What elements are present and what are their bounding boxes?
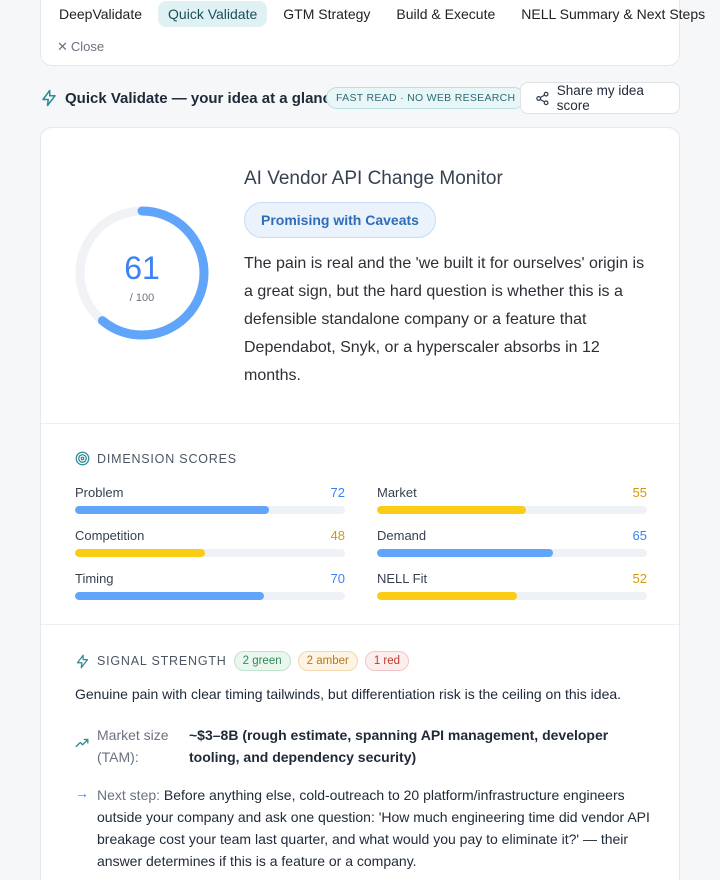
- dimension-name: NELL Fit: [377, 571, 428, 586]
- green-count-badge: 2 green: [233, 651, 291, 671]
- verdict-badge: Promising with Caveats: [244, 202, 436, 238]
- score-ring: [75, 206, 209, 340]
- lightning-icon: [42, 89, 56, 107]
- dimension-problem: Problem 72: [75, 485, 345, 519]
- tab-build-execute[interactable]: Build & Execute: [396, 6, 496, 22]
- dimension-bar-fill: [377, 592, 518, 600]
- next-step-label: Next step:: [97, 787, 161, 803]
- red-count-badge: 1 red: [364, 651, 410, 671]
- dimension-score: 52: [632, 571, 647, 586]
- dimension-name: Timing: [75, 571, 114, 586]
- target-icon: [75, 451, 90, 466]
- dimension-scores-label: DIMENSION SCORES: [97, 451, 237, 466]
- tab-nell-summary[interactable]: NELL Summary & Next Steps: [521, 6, 706, 22]
- next-step-text: Next step: Before anything else, cold-ou…: [97, 784, 653, 872]
- dimension-bar-fill: [75, 506, 270, 514]
- idea-summary: The pain is real and the 'we built it fo…: [244, 255, 645, 384]
- dimension-bar-fill: [75, 592, 264, 600]
- close-button[interactable]: ✕ Close: [57, 39, 104, 55]
- dimension-score: 72: [330, 485, 345, 500]
- dimension-scores-heading: DIMENSION SCORES: [75, 451, 237, 466]
- arrow-right-icon: →: [75, 785, 89, 801]
- dimension-nell-fit: NELL Fit 52: [377, 571, 647, 605]
- tam-value: ~$3–8B (rough estimate, spanning API man…: [189, 727, 609, 765]
- lightning-icon: [76, 654, 89, 668]
- amber-count-badge: 2 amber: [297, 651, 358, 671]
- tab-quick-validate[interactable]: Quick Validate: [158, 1, 268, 27]
- share-score-button[interactable]: Share my idea score: [520, 82, 680, 114]
- dimension-bar-fill: [377, 506, 526, 514]
- dimension-bar-track: [377, 506, 647, 514]
- dimension-bar-track: [75, 506, 345, 514]
- idea-title: AI Vendor API Change Monitor: [244, 168, 503, 189]
- score-ring-progress: [75, 206, 209, 340]
- divider: [41, 624, 679, 625]
- fast-read-badge: FAST READ · NO WEB RESEARCH: [326, 87, 526, 109]
- share-icon: [536, 91, 549, 105]
- dimension-market: Market 55: [377, 485, 647, 519]
- dimension-name: Problem: [75, 485, 124, 500]
- signal-summary: Genuine pain with clear timing tailwinds…: [75, 686, 622, 702]
- dimension-bar-track: [377, 592, 647, 600]
- dimension-demand: Demand 65: [377, 528, 647, 562]
- section-header: Quick Validate — your idea at a glance F…: [40, 82, 680, 114]
- tab-gtm-strategy[interactable]: GTM Strategy: [283, 6, 371, 22]
- close-label: Close: [70, 39, 105, 54]
- tam-label: Market size (TAM):: [97, 727, 169, 765]
- dimension-score: 48: [330, 528, 345, 543]
- divider: [41, 423, 679, 424]
- trend-up-icon: [75, 738, 89, 748]
- signal-strength-heading: SIGNAL STRENGTH 2 green 2 amber 1 red: [75, 651, 410, 671]
- page-title: Quick Validate — your idea at a glance: [65, 90, 340, 107]
- dimension-name: Demand: [377, 528, 427, 543]
- dimension-name: Market: [377, 485, 417, 500]
- share-label: Share my idea score: [556, 83, 644, 113]
- signal-strength-label: SIGNAL STRENGTH: [97, 654, 227, 668]
- dimension-bar-track: [377, 549, 647, 557]
- dimension-name: Competition: [75, 528, 145, 543]
- dimension-bar-track: [75, 592, 345, 600]
- dimension-bar-fill: [75, 549, 205, 557]
- dimension-score: 55: [632, 485, 647, 500]
- tab-deepvalidate[interactable]: DeepValidate: [59, 6, 143, 22]
- score-denominator: / 100: [129, 292, 155, 304]
- result-card: 61 / 100 AI Vendor API Change Monitor Pr…: [40, 127, 680, 880]
- tab-bar: DeepValidate Quick Validate GTM Strategy…: [49, 1, 715, 27]
- dimension-competition: Competition 48: [75, 528, 345, 562]
- top-nav: DeepValidate Quick Validate GTM Strategy…: [40, 0, 705, 66]
- score-value: 61: [124, 250, 160, 286]
- next-step-body: Before anything else, cold-outreach to 2…: [97, 787, 650, 869]
- close-icon: ✕: [57, 39, 68, 54]
- dimension-timing: Timing 70: [75, 571, 345, 605]
- dimension-score: 65: [632, 528, 647, 543]
- dimension-score: 70: [330, 571, 345, 586]
- dimension-bar-track: [75, 549, 345, 557]
- dimension-bar-fill: [377, 549, 553, 557]
